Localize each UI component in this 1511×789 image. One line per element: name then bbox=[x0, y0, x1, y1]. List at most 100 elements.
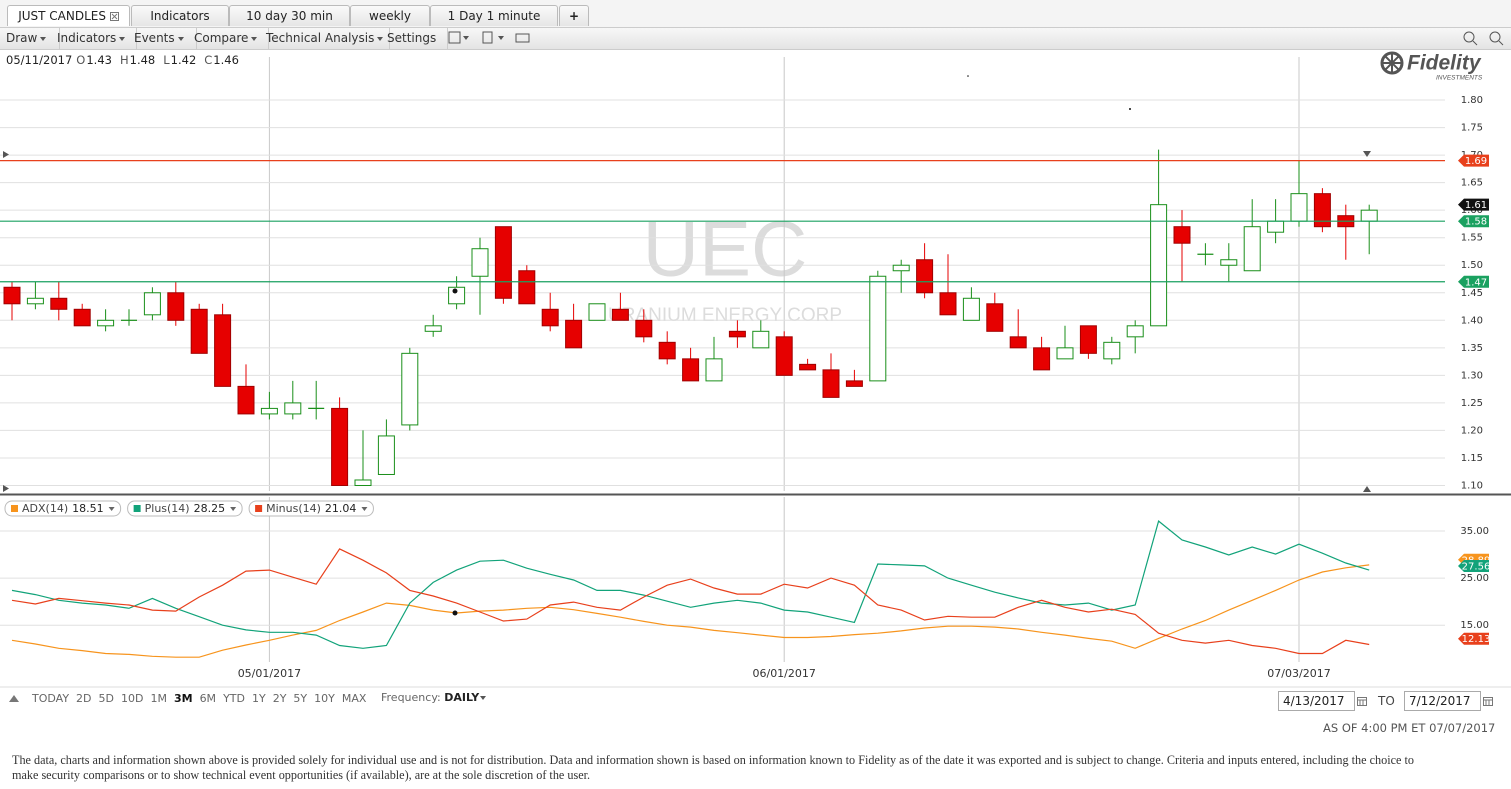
tab-label: JUST CANDLES bbox=[18, 9, 106, 23]
toolbar-label: Draw bbox=[6, 31, 38, 45]
disclaimer-line: The data, charts and information shown a… bbox=[12, 753, 1414, 767]
speck bbox=[967, 75, 969, 77]
quote-field-value: 1.42 bbox=[170, 53, 197, 67]
brand-sub: INVESTMENTS bbox=[1436, 75, 1483, 82]
y-tick-label: 1.60 bbox=[1461, 205, 1483, 216]
toolbar-item[interactable]: Draw bbox=[2, 28, 60, 49]
range-button[interactable]: 6M bbox=[199, 691, 217, 705]
y-tick-label: 1.35 bbox=[1461, 343, 1483, 354]
indicator-line bbox=[11, 520, 1370, 649]
candle-body bbox=[1267, 220, 1285, 233]
quote-field-label: L bbox=[163, 53, 170, 67]
close-icon[interactable] bbox=[109, 12, 119, 21]
range-button[interactable]: MAX bbox=[341, 691, 367, 705]
collapse-icon[interactable] bbox=[8, 693, 20, 703]
toolbar-item[interactable]: Settings bbox=[383, 28, 448, 49]
candle-body bbox=[1313, 193, 1331, 228]
candle-body bbox=[424, 325, 442, 332]
range-button[interactable]: 1M bbox=[150, 691, 167, 705]
range-button[interactable]: YTD bbox=[223, 691, 245, 705]
range-button[interactable]: 2D bbox=[76, 691, 92, 705]
candle-body bbox=[1243, 226, 1261, 272]
range-button[interactable]: 5Y bbox=[293, 691, 308, 705]
tab[interactable]: 10 day 30 min bbox=[229, 5, 350, 26]
quote-field-value: 1.48 bbox=[129, 53, 156, 67]
legend-pill[interactable] bbox=[4, 500, 122, 517]
legend: ADX(14) 18.51 Plus(14) 28.25 Minus(14) 21.04 bbox=[4, 500, 374, 517]
value-badge bbox=[1458, 215, 1489, 228]
legend-value: 18.51 bbox=[72, 502, 104, 515]
toolbar-label: Settings bbox=[387, 31, 437, 45]
candle-body bbox=[565, 319, 583, 349]
range-button[interactable]: TODAY bbox=[32, 691, 70, 705]
caret bbox=[377, 37, 384, 41]
candle-body bbox=[1103, 341, 1121, 360]
caret bbox=[40, 37, 47, 41]
legend-pill[interactable] bbox=[248, 500, 374, 517]
legend-pill[interactable] bbox=[127, 500, 243, 517]
candle-body bbox=[588, 303, 606, 321]
brand-name: Fidelity bbox=[1407, 52, 1482, 75]
date-from[interactable]: 4/13/2017 bbox=[1278, 691, 1355, 711]
watermark-symbol: UEC bbox=[643, 205, 808, 293]
caret-shape bbox=[377, 37, 384, 41]
tab[interactable]: Indicators bbox=[131, 5, 229, 26]
quote: 05/11/2017 O1.43 H1.48 L1.42 C1.46 bbox=[6, 53, 247, 67]
value-badge-label: 12.13 bbox=[1462, 634, 1491, 645]
candle-body bbox=[916, 259, 934, 294]
candle-body bbox=[50, 297, 68, 310]
range-button[interactable]: 10Y bbox=[314, 691, 335, 705]
date-to[interactable]: 7/12/2017 bbox=[1404, 691, 1481, 711]
toolbar-label: Indicators bbox=[57, 31, 117, 45]
candle-body bbox=[1150, 204, 1168, 327]
caret-shape bbox=[177, 37, 184, 41]
range-bar: TODAY 2D 5D 10D 1M 3M 6M YTD 1Y 2Y 5Y 10Y MAX bbox=[8, 690, 373, 706]
grid: 1.10 1.15 1.20 1.25 1.30 1.35 1.40 1.45 1.50 1.55… bbox=[0, 57, 1489, 662]
candle-body bbox=[143, 292, 161, 316]
quote-date: 05/11/2017 bbox=[6, 53, 73, 67]
range-button[interactable]: 5D bbox=[98, 691, 114, 705]
candle-body bbox=[331, 407, 349, 486]
candle-body bbox=[401, 352, 419, 426]
range-button[interactable]: 10D bbox=[120, 691, 144, 705]
toolbar-item[interactable]: Technical Analysis bbox=[262, 28, 390, 49]
candle-body bbox=[799, 363, 817, 371]
y-tick-label: 1.15 bbox=[1461, 453, 1483, 464]
overlay: 05/01/2017 06/01/2017 07/03/20171.691.611.… bbox=[238, 154, 1491, 680]
tab-add[interactable]: + bbox=[559, 5, 589, 26]
candle-body bbox=[611, 308, 629, 321]
toolbar-item[interactable]: Events bbox=[130, 28, 197, 49]
tab[interactable]: weekly bbox=[350, 5, 430, 26]
range-button[interactable]: 2Y bbox=[272, 691, 287, 705]
y-tick-label: 1.40 bbox=[1461, 315, 1483, 326]
quote-field-label: H bbox=[119, 53, 129, 67]
marker-right bbox=[1363, 151, 1371, 157]
toolbar-label: Compare bbox=[194, 31, 249, 45]
range-button[interactable]: 1Y bbox=[251, 691, 266, 705]
calendar-icon[interactable] bbox=[1483, 697, 1493, 706]
indicator-line bbox=[11, 548, 1370, 655]
value-badge-label: 1.47 bbox=[1465, 277, 1487, 288]
speck bbox=[1129, 108, 1131, 110]
y-tick-label: 1.20 bbox=[1461, 425, 1483, 436]
export-icon bbox=[482, 31, 493, 44]
indicator-line bbox=[11, 564, 1370, 658]
legend-value: 28.25 bbox=[194, 502, 226, 515]
logo-mark bbox=[1382, 53, 1402, 73]
toolbar-item[interactable]: Indicators bbox=[53, 28, 137, 49]
tab[interactable]: 1 Day 1 minute bbox=[430, 5, 558, 26]
candle-body bbox=[892, 264, 910, 272]
tab[interactable]: JUST CANDLES bbox=[7, 5, 130, 26]
toolbar-item[interactable]: Compare bbox=[190, 28, 269, 49]
value-badge bbox=[1458, 632, 1489, 645]
range-button[interactable]: 3M bbox=[173, 691, 193, 705]
quote-field-label: O bbox=[76, 53, 86, 67]
value-badge bbox=[1458, 275, 1489, 288]
caret-shape bbox=[251, 37, 258, 41]
frequency-value[interactable]: DAILY bbox=[444, 691, 480, 704]
candle-body bbox=[97, 319, 115, 327]
calendar-icon[interactable] bbox=[1357, 697, 1367, 706]
caret bbox=[177, 37, 184, 41]
quote-field-value: 1.46 bbox=[213, 53, 239, 67]
candle-body bbox=[986, 303, 1004, 332]
